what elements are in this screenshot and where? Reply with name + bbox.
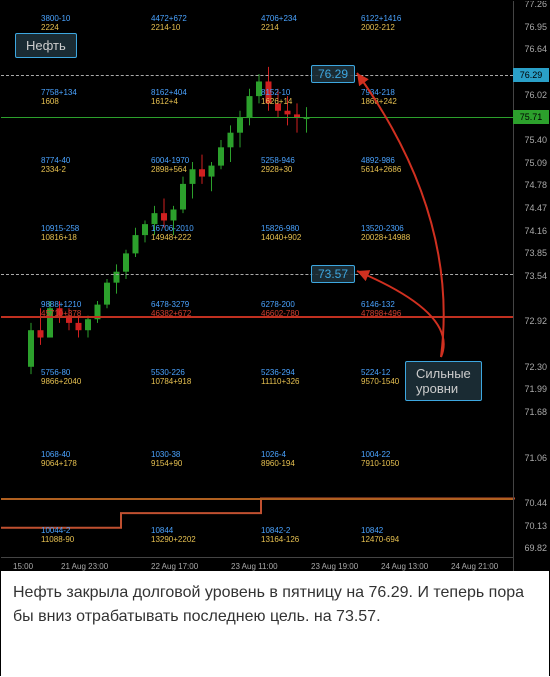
value-group: 6278-20046602-780 — [261, 301, 299, 319]
value-group: 10842-213164-126 — [261, 527, 299, 545]
level-callout-2: 73.57 — [311, 265, 355, 283]
value-group: 3800-102224 — [41, 15, 70, 33]
arrow-layer — [1, 1, 515, 557]
caption-text: Нефть закрыла долговой уровень в пятницу… — [1, 571, 549, 677]
value-group: 10915-25810816+18 — [41, 225, 79, 243]
value-group: 5224-129570-1540 — [361, 369, 399, 387]
chart-area[interactable]: 3800-102224 4472+6722214-10 4706+2342214 61… — [1, 1, 549, 571]
value-group: 8152-101626+14 — [261, 89, 292, 107]
strong-line2: уровни — [416, 381, 471, 396]
value-group: 4892-9865614+2686 — [361, 157, 401, 175]
value-group: 9888+121045710+378 — [41, 301, 81, 319]
value-group: 6004-19702898+564 — [151, 157, 189, 175]
value-group: 15826-98014040+902 — [261, 225, 301, 243]
value-group: 1030-389154+90 — [151, 451, 182, 469]
value-group: 1068-409064+178 — [41, 451, 77, 469]
value-group: 8162+4041612+4 — [151, 89, 187, 107]
value-group: 4706+2342214 — [261, 15, 297, 33]
candle-layer — [1, 1, 515, 557]
y-axis: 77.2676.9576.6476.3376.0275.7175.4075.09… — [513, 1, 549, 571]
value-group: 4472+6722214-10 — [151, 15, 187, 33]
value-group: 5530-22610784+918 — [151, 369, 191, 387]
value-group: 7758+1341608 — [41, 89, 77, 107]
value-group: 1084212470-694 — [361, 527, 399, 545]
value-group: 5756-809866+2040 — [41, 369, 81, 387]
value-group: 16706-201014948+222 — [151, 225, 194, 243]
value-group: 5236-29411110+326 — [261, 369, 299, 387]
value-group: 8774-402334-2 — [41, 157, 70, 175]
value-group: 10044-211088-90 — [41, 527, 74, 545]
level-callout-1: 76.29 — [311, 65, 355, 83]
strong-line1: Сильные — [416, 366, 471, 381]
value-group: 6478-327946382+672 — [151, 301, 191, 319]
value-group: 7934-2181868+242 — [361, 89, 397, 107]
chart-frame: 3800-102224 4472+6722214-10 4706+2342214 61… — [0, 0, 550, 676]
strong-levels-callout: Сильные уровни — [405, 361, 482, 401]
value-group: 6122+14162002-212 — [361, 15, 401, 33]
value-group: 6146-13247898+496 — [361, 301, 401, 319]
title-callout: Нефть — [15, 33, 77, 58]
x-axis: 15:0021 Aug 23:0022 Aug 17:0023 Aug 11:0… — [1, 557, 513, 571]
value-group: 13520-230620028+14988 — [361, 225, 410, 243]
value-group: 5258-9462928+30 — [261, 157, 295, 175]
value-group: 1026-48960-194 — [261, 451, 295, 469]
value-group: 1084413290+2202 — [151, 527, 196, 545]
value-group: 1004-227910-1050 — [361, 451, 399, 469]
